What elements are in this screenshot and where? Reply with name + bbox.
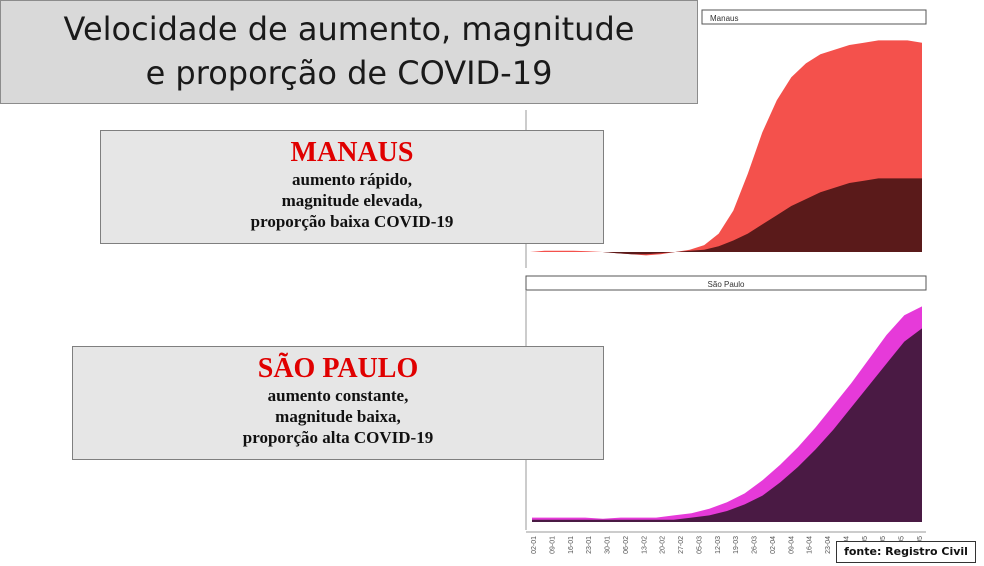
manaus-panel: Manaus: [525, 9, 927, 268]
manaus-strip-label: Manaus: [710, 14, 738, 23]
x-tick-label: 16-01: [568, 536, 575, 554]
sao-paulo-city-label: SÃO PAULO: [257, 353, 419, 384]
x-tick-label: 05-03: [696, 536, 703, 554]
source-note: fonte: Registro Civil: [836, 541, 976, 563]
x-tick-label: 26-03: [752, 536, 759, 554]
x-tick-label: 27-02: [678, 536, 685, 554]
x-tick-label: 13-02: [641, 536, 648, 554]
x-tick-label: 02-04: [770, 536, 777, 554]
manaus-city-label: MANAUS: [290, 137, 414, 168]
sao-paulo-strip: [525, 275, 927, 291]
x-tick-label: 30-01: [605, 536, 612, 554]
sao-paulo-desc-line-1: aumento constante,: [267, 386, 409, 405]
x-tick-label: 09-04: [788, 536, 795, 554]
x-tick-label: 09-01: [549, 536, 556, 554]
manaus-strip: [701, 9, 927, 25]
x-tick-label: 06-02: [623, 536, 630, 554]
x-tick-label: 19-03: [733, 536, 740, 554]
slide-title: Velocidade de aumento, magnitude e propo…: [0, 0, 698, 104]
sao-paulo-covid-area: [532, 328, 922, 522]
sao-paulo-callout: SÃO PAULO aumento constante, magnitude b…: [72, 346, 604, 460]
x-tick-label: 20-02: [660, 536, 667, 554]
manaus-desc-line-3: proporção baixa COVID-19: [250, 212, 454, 231]
x-tick-label: 12-03: [715, 536, 722, 554]
sao-paulo-strip-label: São Paulo: [708, 280, 745, 289]
x-tick-label: 23-04: [825, 536, 832, 554]
manaus-desc-line-1: aumento rápido,: [292, 170, 412, 189]
x-tick-label: 23-01: [586, 536, 593, 554]
manaus-desc-line-2: magnitude elevada,: [281, 191, 423, 210]
slide-title-line-1: Velocidade de aumento, magnitude: [63, 10, 635, 48]
manaus-covid-area: [530, 178, 922, 255]
slide-title-line-2: e proporção de COVID-19: [145, 54, 553, 92]
x-tick-label: 16-04: [807, 536, 814, 554]
sao-paulo-desc-line-2: magnitude baixa,: [275, 407, 401, 426]
manaus-callout: MANAUS aumento rápido, magnitude elevada…: [100, 130, 604, 244]
sao-paulo-desc-line-3: proporção alta COVID-19: [242, 428, 434, 447]
x-tick-label: 02-01: [531, 536, 538, 554]
